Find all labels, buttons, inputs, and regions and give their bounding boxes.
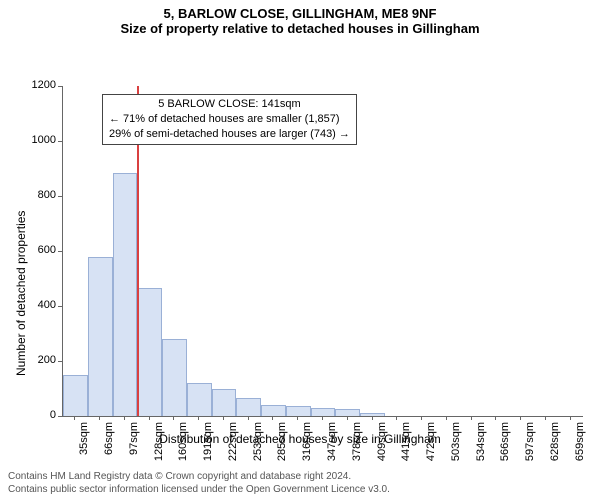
x-tick-label: 222sqm <box>227 422 239 470</box>
x-tick-label: 534sqm <box>475 422 487 470</box>
annotation-line2: ← 71% of detached houses are smaller (1,… <box>109 112 350 127</box>
x-tick-mark <box>545 416 546 420</box>
x-tick-label: 347sqm <box>326 422 338 470</box>
y-tick-mark <box>58 416 62 417</box>
x-tick-label: 97sqm <box>128 422 140 470</box>
x-tick-mark <box>421 416 422 420</box>
histogram-bar <box>360 413 385 416</box>
x-tick-mark <box>74 416 75 420</box>
y-tick-mark <box>58 251 62 252</box>
annotation-box: 5 BARLOW CLOSE: 141sqm ← 71% of detached… <box>102 94 357 145</box>
x-tick-label: 316sqm <box>301 422 313 470</box>
x-tick-mark <box>471 416 472 420</box>
y-tick-mark <box>58 86 62 87</box>
x-tick-label: 378sqm <box>351 422 363 470</box>
y-tick-label: 1200 <box>32 79 56 91</box>
x-tick-label: 409sqm <box>376 422 388 470</box>
x-tick-label: 659sqm <box>574 422 586 470</box>
y-tick-mark <box>58 196 62 197</box>
chart-supertitle: 5, BARLOW CLOSE, GILLINGHAM, ME8 9NF <box>0 0 600 21</box>
x-tick-mark <box>372 416 373 420</box>
footer-line2: Contains public sector information licen… <box>8 483 390 496</box>
x-tick-label: 441sqm <box>400 422 412 470</box>
x-tick-label: 128sqm <box>153 422 165 470</box>
histogram-bar <box>137 288 162 416</box>
y-tick-label: 1000 <box>32 134 56 146</box>
title-line1: 5, BARLOW CLOSE, GILLINGHAM, ME8 9NF <box>163 6 436 21</box>
x-tick-mark <box>248 416 249 420</box>
x-tick-mark <box>149 416 150 420</box>
x-tick-mark <box>495 416 496 420</box>
histogram-bar <box>187 383 212 416</box>
y-axis-label: Number of detached properties <box>14 211 28 376</box>
x-tick-mark <box>347 416 348 420</box>
histogram-bar <box>335 409 360 416</box>
x-tick-mark <box>396 416 397 420</box>
x-tick-label: 597sqm <box>524 422 536 470</box>
x-tick-mark <box>99 416 100 420</box>
x-tick-label: 160sqm <box>177 422 189 470</box>
x-tick-label: 472sqm <box>425 422 437 470</box>
y-tick-label: 800 <box>38 189 56 201</box>
annotation-line3: 29% of semi-detached houses are larger (… <box>109 127 350 142</box>
y-tick-label: 200 <box>38 354 56 366</box>
title-line2: Size of property relative to detached ho… <box>120 21 479 36</box>
x-tick-mark <box>124 416 125 420</box>
histogram-bar <box>236 398 261 416</box>
footer-line1: Contains HM Land Registry data © Crown c… <box>8 470 390 483</box>
x-tick-label: 191sqm <box>202 422 214 470</box>
x-tick-label: 35sqm <box>78 422 90 470</box>
x-tick-label: 253sqm <box>252 422 264 470</box>
histogram-bar <box>286 406 311 416</box>
x-tick-label: 566sqm <box>499 422 511 470</box>
x-tick-mark <box>272 416 273 420</box>
histogram-bar <box>63 375 88 416</box>
histogram-bar <box>88 257 113 417</box>
y-tick-mark <box>58 361 62 362</box>
histogram-bar <box>311 408 336 416</box>
x-tick-label: 66sqm <box>103 422 115 470</box>
x-tick-mark <box>198 416 199 420</box>
annotation-line1: 5 BARLOW CLOSE: 141sqm <box>109 97 350 112</box>
x-tick-label: 628sqm <box>549 422 561 470</box>
x-tick-mark <box>446 416 447 420</box>
y-tick-label: 400 <box>38 299 56 311</box>
y-tick-mark <box>58 141 62 142</box>
histogram-bar <box>162 339 187 416</box>
x-tick-mark <box>297 416 298 420</box>
x-tick-mark <box>173 416 174 420</box>
histogram-bar <box>261 405 286 416</box>
histogram-bar <box>212 389 237 417</box>
chart-title: Size of property relative to detached ho… <box>0 21 600 36</box>
footer-attribution: Contains HM Land Registry data © Crown c… <box>8 470 390 496</box>
x-tick-label: 503sqm <box>450 422 462 470</box>
y-tick-mark <box>58 306 62 307</box>
x-tick-label: 285sqm <box>276 422 288 470</box>
y-tick-label: 0 <box>50 409 56 421</box>
histogram-bar <box>113 173 138 416</box>
x-axis-label: Distribution of detached houses by size … <box>0 432 600 446</box>
x-tick-mark <box>223 416 224 420</box>
x-tick-mark <box>570 416 571 420</box>
x-tick-mark <box>520 416 521 420</box>
x-tick-mark <box>322 416 323 420</box>
y-tick-label: 600 <box>38 244 56 256</box>
